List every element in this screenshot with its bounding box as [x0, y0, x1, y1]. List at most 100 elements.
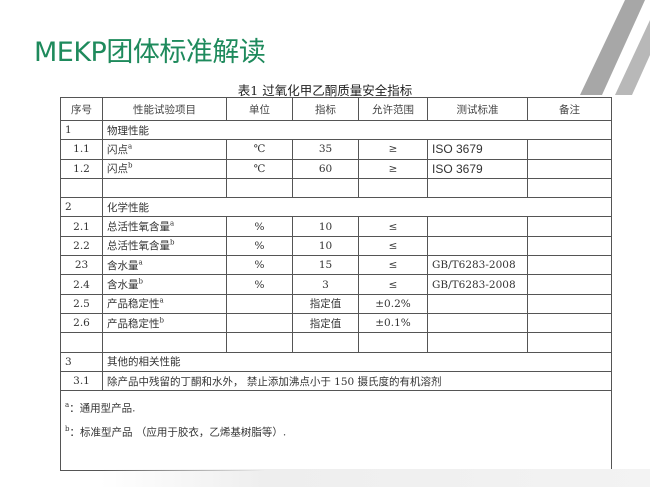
unit: [226, 312, 293, 334]
note: [527, 312, 612, 334]
item-label: 闪点: [107, 163, 128, 176]
range: ±0.2%: [358, 293, 428, 314]
footnote-text: ：通用型产品.: [69, 402, 136, 415]
row-number: 2.5: [60, 293, 103, 314]
note: [527, 158, 612, 179]
test-item: 含水量a: [102, 255, 227, 276]
value: 10: [292, 216, 359, 237]
decorative-stripes: [580, 0, 650, 95]
column-header: 序号: [60, 97, 103, 121]
range: ≤: [358, 274, 428, 295]
unit: %: [226, 216, 293, 237]
row-number: 2.4: [60, 274, 103, 295]
test-standard: [427, 235, 528, 257]
row-number: [60, 177, 103, 199]
range: ±0.1%: [358, 312, 428, 334]
range: ≤: [358, 216, 428, 237]
column-header: 测试标准: [427, 97, 528, 121]
table-row: 23 含水量a % 15 ≤ GB/T6283-2008: [60, 255, 612, 276]
item-label: 含水量: [107, 259, 139, 272]
value: 3: [292, 274, 359, 295]
unit: ℃: [226, 158, 293, 179]
item-label: 含水量: [107, 279, 139, 292]
test-standard: [427, 293, 528, 314]
note: [527, 255, 612, 276]
item-footnote-mark: b: [170, 238, 175, 247]
value: 指定值: [292, 293, 359, 314]
item-label: 产品稳定性: [107, 298, 160, 311]
test-item: 闪点a: [102, 139, 227, 160]
note: [527, 216, 612, 237]
table-row: [60, 177, 612, 199]
range: [358, 332, 428, 353]
table-caption: 表1 过氧化甲乙酮质量安全指标: [237, 83, 413, 98]
unit: [226, 332, 293, 353]
test-standard: GB/T6283-2008: [427, 255, 528, 276]
section-label: 化学性能: [102, 197, 612, 218]
table-row: 1.2 闪点b ℃ 60 ≥ ISO 3679: [60, 158, 612, 179]
row-number: 2.2: [60, 235, 103, 257]
row-number: 2.6: [60, 312, 103, 334]
test-item: [102, 332, 227, 353]
row-number: 3: [60, 351, 103, 372]
unit: ℃: [226, 139, 293, 160]
value: 35: [292, 139, 359, 160]
header-row: 序号 性能试验项目 单位 指标 允许范围 测试标准 备注: [60, 97, 612, 121]
item-label: 产品稳定性: [107, 317, 160, 330]
decorative-smudge: [100, 469, 650, 487]
section-row: 2 化学性能: [60, 197, 612, 218]
table-row: 1.1 闪点a ℃ 35 ≥ ISO 3679: [60, 139, 612, 160]
range: [358, 177, 428, 199]
column-header: 允许范围: [358, 97, 428, 121]
value: 15: [292, 255, 359, 276]
footnote-a: a：通用型产品.: [65, 395, 607, 419]
test-item: 总活性氧含量a: [102, 216, 227, 237]
test-item: 总活性氧含量b: [102, 235, 227, 257]
value: [292, 177, 359, 199]
row-number: 1: [60, 119, 103, 141]
range: ≥: [358, 139, 428, 160]
note: [527, 332, 612, 353]
test-item: 产品稳定性b: [102, 312, 227, 334]
test-item: 含水量b: [102, 274, 227, 295]
test-standard: ISO 3679: [427, 139, 528, 160]
section-row: 3 其他的相关性能: [60, 351, 612, 372]
note: [527, 177, 612, 199]
page-title: MEKP团体标准解读: [34, 37, 266, 68]
test-standard: GB/T6283-2008: [427, 274, 528, 295]
footnote-b: b：标准型产品 （应用于胶衣，乙烯基树脂等）.: [65, 419, 607, 443]
row-number: 3.1: [60, 370, 103, 392]
unit: %: [226, 274, 293, 295]
range: ≤: [358, 235, 428, 257]
value: 指定值: [292, 312, 359, 334]
row-number: 1.1: [60, 139, 103, 160]
test-item: [102, 177, 227, 199]
section-label: 除产品中残留的丁酮和水外， 禁止添加沸点小于 150 摄氏度的有机溶剂: [102, 370, 612, 392]
test-item: 产品稳定性a: [102, 293, 227, 314]
test-standard: [427, 177, 528, 199]
note: [527, 293, 612, 314]
item-label: 总活性氧含量: [107, 221, 170, 234]
footnotes: a：通用型产品. b：标准型产品 （应用于胶衣，乙烯基树脂等）.: [60, 390, 612, 472]
value: 10: [292, 235, 359, 257]
column-header: 性能试验项目: [102, 97, 227, 121]
note: [527, 139, 612, 160]
note: [527, 274, 612, 295]
item-footnote-mark: b: [138, 277, 143, 286]
row-number: 23: [60, 255, 103, 276]
column-header: 单位: [226, 97, 293, 121]
column-header: 指标: [292, 97, 359, 121]
item-footnote-mark: b: [128, 161, 133, 170]
item-footnote-mark: a: [128, 142, 133, 151]
section-label: 其他的相关性能: [102, 351, 612, 372]
row-number: [60, 332, 103, 353]
section-label: 物理性能: [102, 119, 612, 141]
test-standard: ISO 3679: [427, 158, 528, 179]
note: [527, 235, 612, 257]
table-row: 2.6 产品稳定性b 指定值 ±0.1%: [60, 312, 612, 334]
section-row: 3.1 除产品中残留的丁酮和水外， 禁止添加沸点小于 150 摄氏度的有机溶剂: [60, 370, 612, 392]
unit: %: [226, 255, 293, 276]
row-number: 2.1: [60, 216, 103, 237]
item-footnote-mark: a: [159, 296, 164, 305]
footnote-mark: b: [65, 424, 70, 433]
